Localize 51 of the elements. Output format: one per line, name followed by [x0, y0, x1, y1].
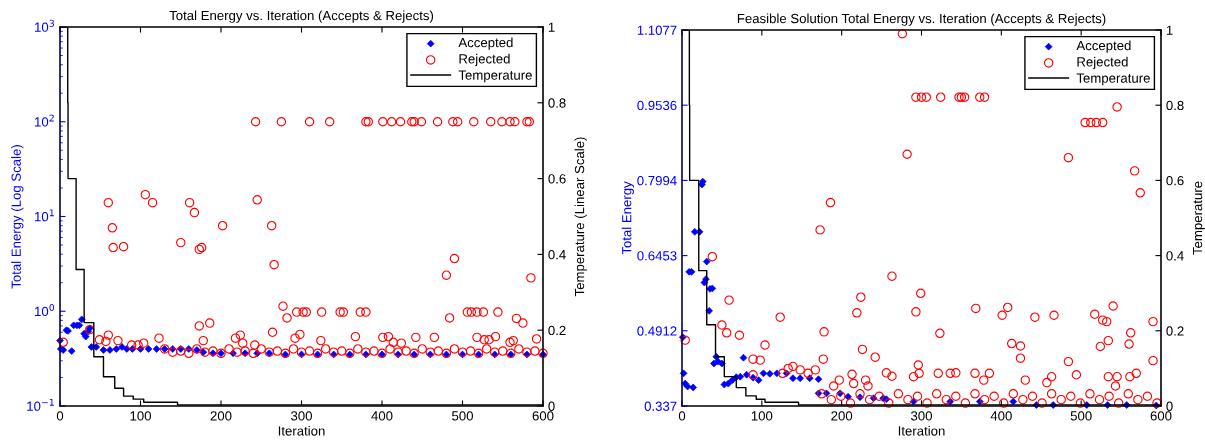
x-tick-label: 200 [210, 411, 232, 421]
y-tick-label: 10$^{3}$ [35, 19, 54, 32]
x-tick-label: 100 [751, 411, 773, 421]
y2-axis-title: Temperature (Linear Scale) [574, 137, 587, 297]
y-tick-label: 0.6453 [637, 251, 677, 261]
y2-tick-label: 1 [1166, 25, 1173, 35]
legend-label: Accepted [458, 37, 513, 50]
y-tick-label: 0.9536 [637, 100, 677, 111]
y2-tick-label: 0.8 [548, 98, 566, 108]
y-axis-title: Total Energy [621, 181, 635, 255]
chart-title: Total Energy vs. Iteration (Accepts & Rejects) [169, 10, 434, 23]
x-tick-label: 100 [130, 411, 151, 421]
x-tick-label: 400 [371, 411, 393, 421]
chart-title: Feasible Solution Total Energy vs. Iteration (Accepts & Rejects) [737, 13, 1106, 26]
y2-tick-label: 0 [548, 401, 555, 411]
x-tick-label: 400 [990, 411, 1012, 421]
y-tick-label: 10$^{0}$ [35, 304, 55, 317]
y2-tick-label: 0 [1166, 401, 1173, 411]
y-tick-label: 10$^{2}$ [35, 114, 54, 127]
y-tick-label: 0.7994 [637, 175, 677, 186]
legend-label: Rejected [1077, 56, 1128, 70]
y2-tick-label: 0.4 [1166, 251, 1184, 261]
x-tick-label: 600 [532, 411, 554, 421]
x-tick-label: 0 [678, 411, 686, 421]
x-tick-label: 600 [1150, 411, 1172, 421]
legend-label: Accepted [1076, 40, 1131, 53]
y-tick-label: 0.337 [644, 401, 677, 411]
y2-tick-label: 0.2 [548, 325, 566, 336]
y2-tick-label: 1 [548, 22, 555, 32]
y2-axis-title: Temperature [1193, 181, 1205, 255]
y-tick-label: 10$^{1}$ [35, 209, 54, 222]
y-axis-title: Total Energy (Log Scale) [11, 145, 24, 289]
x-axis-title: Iteration [278, 425, 325, 436]
x-tick-label: 300 [911, 411, 932, 421]
legend-label: Rejected [459, 53, 510, 67]
legend-label: Temperature [458, 70, 532, 83]
x-tick-label: 300 [291, 411, 312, 421]
y-tick-label: 0.4912 [637, 326, 677, 336]
x-tick-label: 0 [56, 411, 64, 421]
y-tick-label: 10$^{−1}$ [27, 398, 54, 411]
y2-tick-label: 0.6 [548, 174, 566, 184]
x-tick-label: 500 [1070, 411, 1092, 421]
x-tick-label: 200 [831, 411, 853, 421]
y2-tick-label: 0.4 [548, 249, 566, 260]
x-axis-title: Iteration [898, 425, 945, 436]
x-tick-label: 500 [452, 411, 473, 421]
y2-tick-label: 0.8 [1166, 100, 1184, 111]
y2-tick-label: 0.2 [1166, 326, 1184, 336]
y-tick-label: 1.1077 [637, 25, 677, 35]
legend-label: Temperature [1076, 73, 1150, 86]
y2-tick-label: 0.6 [1166, 175, 1184, 186]
